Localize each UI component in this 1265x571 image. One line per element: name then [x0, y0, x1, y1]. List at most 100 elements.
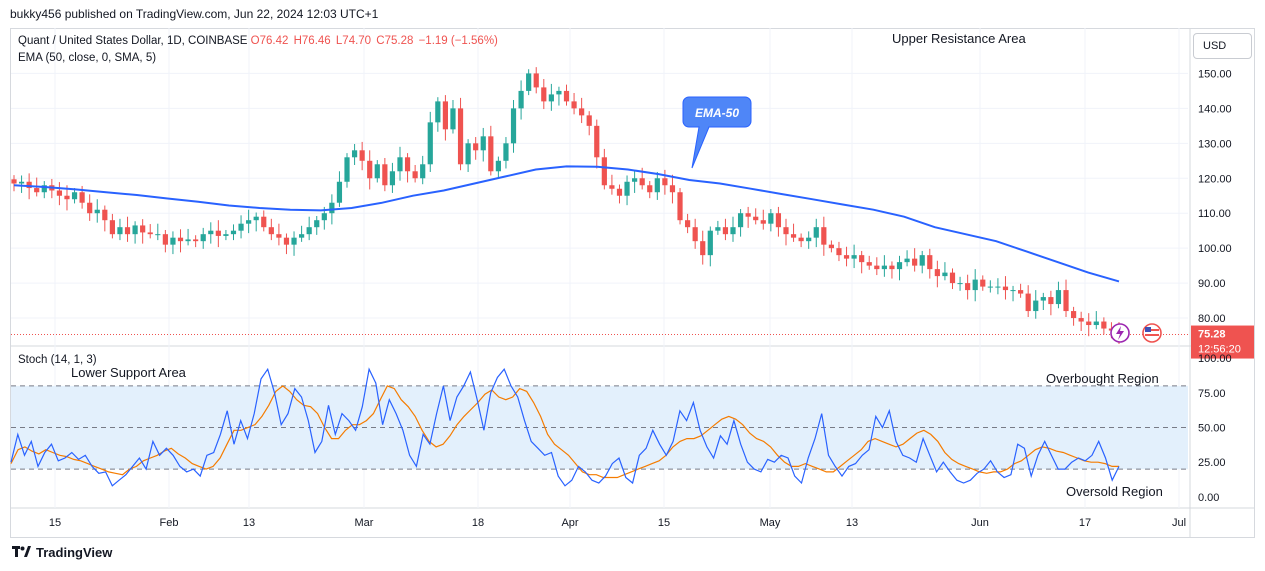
- stoch-k-line: [10, 367, 1120, 487]
- candle: [639, 178, 645, 186]
- candle: [995, 286, 1001, 288]
- candle: [177, 237, 184, 242]
- candle: [692, 227, 698, 242]
- candle: [268, 227, 274, 235]
- candle: [526, 73, 532, 91]
- candle: [1078, 318, 1084, 322]
- candle: [374, 164, 380, 179]
- time-tick-label: 15: [658, 517, 670, 529]
- ema-legend[interactable]: EMA (50, close, 0, SMA, 5): [18, 52, 157, 64]
- candle: [1086, 321, 1092, 326]
- candle: [261, 216, 267, 228]
- candle: [1063, 290, 1069, 312]
- candle: [586, 115, 592, 126]
- candle: [367, 160, 373, 179]
- candle: [919, 255, 925, 266]
- open-value: O76.42: [250, 35, 289, 47]
- candle: [624, 181, 630, 196]
- flag-stripe: [1145, 329, 1159, 331]
- candle: [215, 230, 221, 236]
- publisher-line: bukky456 published on TradingView.com, J…: [10, 7, 379, 21]
- last-price-badge: [1191, 325, 1254, 359]
- candle: [79, 192, 85, 203]
- candle: [11, 179, 17, 184]
- lower-support-label: Lower Support Area: [71, 365, 187, 380]
- close-value: C75.28: [376, 35, 414, 47]
- candle: [435, 101, 441, 123]
- stoch-legend[interactable]: Stoch (14, 1, 3): [18, 354, 97, 366]
- candle: [155, 234, 161, 236]
- candle: [382, 164, 388, 186]
- candle: [813, 227, 819, 238]
- candle: [632, 178, 638, 182]
- candle: [503, 143, 509, 161]
- price-tick-label: 120.00: [1198, 173, 1232, 185]
- candle: [351, 150, 358, 158]
- tradingview-brand[interactable]: TradingView: [12, 545, 112, 561]
- candle: [56, 190, 63, 196]
- countdown-label: 12:56:20: [1198, 344, 1241, 356]
- candle: [223, 234, 229, 236]
- price-tick-label: 150.00: [1198, 68, 1232, 80]
- candle: [41, 185, 47, 193]
- candle: [874, 265, 880, 270]
- price-tick-label: 140.00: [1198, 103, 1232, 115]
- candle: [669, 185, 676, 193]
- candle: [488, 136, 494, 172]
- candle: [1002, 286, 1009, 291]
- stoch-tick-label: 0.00: [1198, 492, 1219, 504]
- candle: [246, 220, 252, 224]
- candle: [866, 262, 872, 266]
- price-tick-label: 100.00: [1198, 243, 1232, 255]
- symbol-name[interactable]: Quant / United States Dollar, 1D, COINBA…: [18, 35, 248, 47]
- time-tick-label: Feb: [160, 517, 179, 529]
- upper-resistance-label: Upper Resistance Area: [892, 31, 1026, 46]
- brand-label: TradingView: [36, 545, 113, 560]
- time-tick-label: 17: [1079, 517, 1091, 529]
- candle: [1048, 297, 1054, 305]
- candle: [1018, 290, 1024, 294]
- low-value: L74.70: [335, 35, 372, 47]
- oversold-label: Oversold Region: [1066, 484, 1163, 499]
- candle: [465, 143, 471, 165]
- candle: [344, 157, 350, 182]
- us-flag-icon[interactable]: [1142, 323, 1162, 343]
- candle: [889, 265, 895, 270]
- candle: [147, 232, 153, 235]
- candle: [397, 157, 403, 172]
- candle: [957, 283, 963, 285]
- candle: [715, 227, 721, 231]
- candle: [329, 202, 335, 214]
- time-tick-label: Jun: [971, 517, 989, 529]
- candle: [427, 122, 433, 165]
- time-tick-label: 15: [49, 517, 61, 529]
- last-price-label: 75.28: [1198, 329, 1226, 341]
- overbought-label: Overbought Region: [1046, 371, 1159, 386]
- candle: [616, 188, 623, 196]
- candle: [654, 178, 660, 193]
- candle: [972, 279, 978, 291]
- candle: [291, 237, 297, 245]
- candle: [980, 279, 986, 287]
- candle: [662, 178, 668, 186]
- currency-selector[interactable]: USD: [1193, 33, 1252, 59]
- candle: [102, 209, 108, 221]
- stoch-tick-label: 100.00: [1198, 353, 1232, 365]
- stoch-tick-label: 75.00: [1198, 388, 1226, 400]
- candle: [208, 230, 214, 235]
- candle: [965, 283, 971, 291]
- candle: [480, 136, 486, 151]
- candle: [1055, 290, 1062, 305]
- candle: [859, 255, 865, 263]
- stoch-tick-label: 25.00: [1198, 457, 1226, 469]
- candle: [359, 150, 365, 161]
- candle: [200, 234, 206, 242]
- price-tick-label: 80.00: [1198, 313, 1226, 325]
- candle: [700, 241, 706, 256]
- flag-canton: [1145, 327, 1151, 332]
- time-tick-label: May: [760, 517, 781, 529]
- candle: [336, 181, 343, 203]
- candle: [647, 185, 653, 193]
- candle: [730, 227, 736, 235]
